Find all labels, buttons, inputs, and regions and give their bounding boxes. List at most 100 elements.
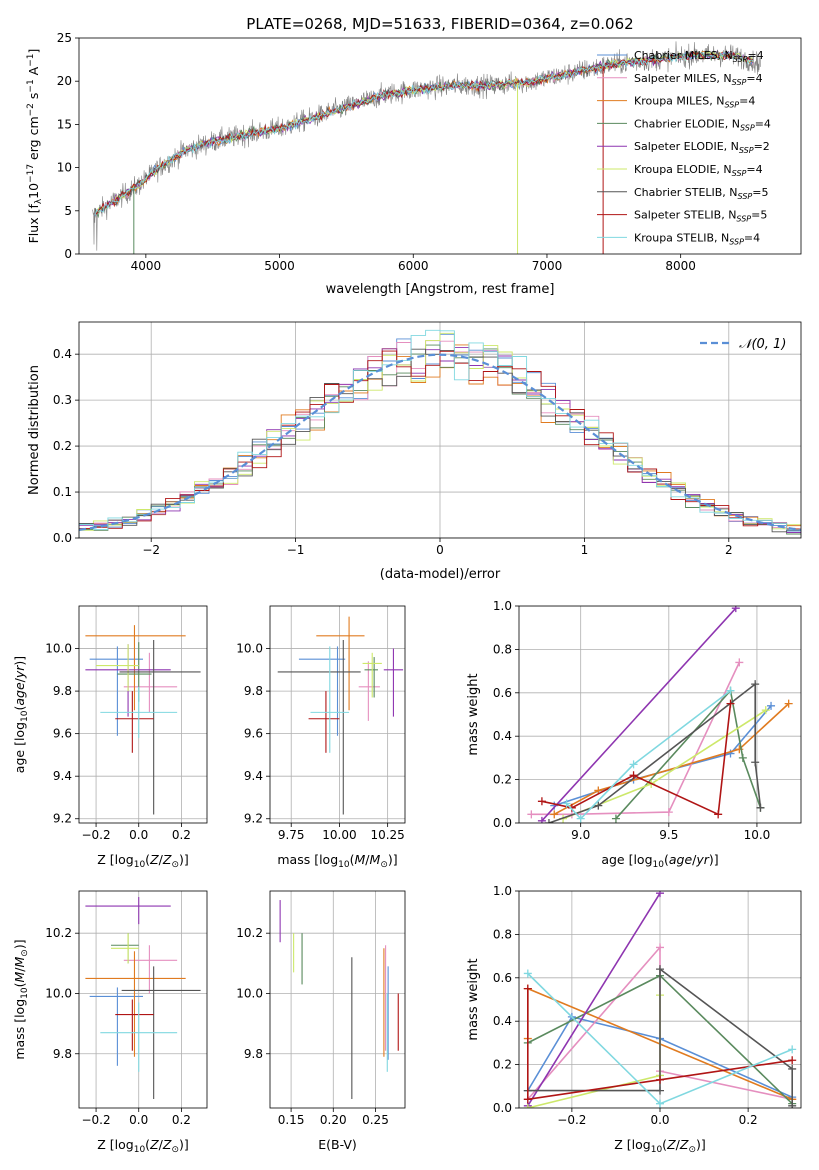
weight-marker-chabrier_stelib <box>751 680 760 689</box>
weight-marker-chabrier_elodie <box>611 814 620 823</box>
weight-marker-kroupa_stelib <box>576 814 585 823</box>
weight-marker-chabrier_miles <box>767 701 776 710</box>
legend-label-kroupa_stelib: Kroupa STELIB, NSSP=4 <box>634 231 760 246</box>
weight-marker-salpeter_elodie <box>731 606 740 613</box>
weight-marker-salpeter_elodie <box>537 816 546 823</box>
x-tick-label: 0.15 <box>278 1113 305 1127</box>
x-tick-label: 8000 <box>665 259 696 273</box>
y-tick-label: 0.2 <box>493 773 512 787</box>
weight-marker-chabrier_stelib <box>788 1101 797 1108</box>
x-tick-label: 10.00 <box>322 828 356 842</box>
weight-line-salpeter_elodie <box>541 607 737 822</box>
y-tick-label: 0.8 <box>493 642 512 656</box>
x-axis-label: E(B-V) <box>318 1137 357 1152</box>
y-tick-label: 0 <box>64 247 72 261</box>
weight-line-salpeter_elodie <box>527 892 661 1107</box>
y-tick-label: 0.2 <box>53 439 72 453</box>
axes-frame <box>78 37 802 255</box>
weight-line-salpeter_miles <box>531 662 741 816</box>
hist-kroupa_stelib <box>79 329 801 538</box>
ticks: −0.2 0.0 0.2 9.2 9.4 9.6 9.8 10.0 <box>45 642 191 842</box>
x-tick-label: 0.2 <box>739 1113 758 1127</box>
plot-area <box>270 606 405 823</box>
axes-mass_vs_Z: −0.2 0.0 0.2 9.8 10.0 10.2 Z [log10(Z/Z⊙)] mass… <box>12 890 208 1155</box>
weight-line-salpeter_stelib <box>541 703 732 816</box>
y-tick-label: 0.4 <box>53 347 72 361</box>
weight-marker-kroupa_stelib <box>788 1045 797 1054</box>
ticks: 4000 5000 6000 7000 8000 0 5 10 15 20 25 <box>57 31 696 273</box>
y-tick-label: 0.6 <box>493 686 512 700</box>
weight-marker-chabrier_stelib <box>788 1064 797 1073</box>
y-tick-label: 0.2 <box>493 1058 512 1072</box>
axes-age_vs_mass: 9.75 10.00 10.25 9.2 9.4 9.6 9.8 10.0 mass [log1… <box>236 605 406 870</box>
axes-residuals: −2 −1 0 1 2 0.0 0.1 0.2 0.3 0.4 (data-model)/error… <box>27 321 802 582</box>
x-tick-label: 0.0 <box>650 1113 669 1127</box>
ticks: 0.15 0.20 0.25 9.8 10.0 10.2 <box>236 926 389 1127</box>
x-tick-label: 0.20 <box>320 1113 347 1127</box>
x-tick-label: 2 <box>725 543 733 557</box>
x-tick-label: 5000 <box>264 259 295 273</box>
ticks: 9.0 9.5 10.0 0.0 0.2 0.4 0.6 0.8 1.0 <box>493 599 770 842</box>
y-tick-label: 1.0 <box>493 884 512 898</box>
weight-marker-salpeter_miles <box>656 943 664 952</box>
x-tick-label: 0.0 <box>129 828 148 842</box>
weight-marker-chabrier_stelib <box>544 819 553 823</box>
weight-line-chabrier_stelib <box>527 967 793 1106</box>
weight-line-kroupa_stelib <box>566 689 731 820</box>
y-tick-label: 0.0 <box>493 816 512 830</box>
x-tick-label: 9.5 <box>659 828 678 842</box>
y-tick-label: 20 <box>57 74 72 88</box>
weight-marker-chabrier_stelib <box>656 965 664 974</box>
axes-age_vs_Z: −0.2 0.0 0.2 9.2 9.4 9.6 9.8 10.0 Z [log10(Z/Z⊙)… <box>12 605 208 870</box>
y-tick-label: 0.0 <box>493 1101 512 1115</box>
y-tick-label: 0.4 <box>493 1014 512 1028</box>
weight-marker-chabrier_stelib <box>756 803 765 812</box>
weight-line-kroupa_miles <box>553 703 790 816</box>
legend-label-salpeter_stelib: Salpeter STELIB, NSSP=5 <box>634 209 767 224</box>
weight-marker-kroupa_stelib <box>656 1099 664 1108</box>
y-tick-label: 0.4 <box>493 729 512 743</box>
spectrum-model-salpeter_stelib <box>94 50 754 215</box>
x-tick-label: −0.2 <box>557 1113 586 1127</box>
weight-marker-kroupa_stelib <box>726 686 735 695</box>
x-tick-label: −1 <box>287 543 305 557</box>
y-tick-label: 0.6 <box>493 971 512 985</box>
ticks: −0.2 0.0 0.2 0.0 0.2 0.4 0.6 0.8 1.0 <box>493 884 758 1127</box>
axes-root: 4000 5000 6000 7000 80000510152025wavelength… <box>12 31 802 1155</box>
normal-curve <box>79 353 801 531</box>
y-axis-label: age [log10(age/yr)] <box>12 656 30 773</box>
x-tick-label: 9.75 <box>278 828 305 842</box>
axes-mass_vs_ebv: 0.15 0.20 0.25 9.8 10.0 10.2 E(B-V) <box>236 890 406 1152</box>
ticks: −2 −1 0 1 2 0.0 0.1 0.2 0.3 0.4 <box>53 347 733 557</box>
x-axis-label: Z [log10(Z/Z⊙)] <box>97 1137 189 1155</box>
x-tick-label: 0.2 <box>172 828 191 842</box>
y-tick-label: 0.8 <box>493 927 512 941</box>
x-tick-label: 0.0 <box>129 1113 148 1127</box>
x-tick-label: 6000 <box>398 259 429 273</box>
plot-area <box>519 891 801 1108</box>
axes-frame <box>518 605 802 824</box>
y-tick-label: 10 <box>57 161 72 175</box>
y-axis-label: Normed distribution <box>27 365 42 495</box>
axes-weight_vs_age: 9.0 9.5 10.0 0.0 0.2 0.4 0.6 0.8 1.0 age [log10(a… <box>466 599 802 870</box>
weight-marker-salpeter_stelib <box>523 1095 532 1104</box>
axes-frame <box>269 890 406 1109</box>
weight-marker-kroupa_elodie <box>523 1104 532 1108</box>
y-tick-label: 9.2 <box>244 812 263 826</box>
weight-marker-salpeter_miles <box>664 808 673 817</box>
ticks: −0.2 0.0 0.2 9.8 10.0 10.2 <box>45 926 191 1127</box>
y-tick-label: 10.2 <box>236 926 263 940</box>
legend-label-salpeter_miles: Salpeter MILES, NSSP=4 <box>634 72 763 87</box>
weight-marker-kroupa_miles <box>784 699 793 708</box>
plot-area <box>79 322 801 538</box>
axes-frame <box>78 321 802 539</box>
y-tick-label: 25 <box>57 31 72 45</box>
weight-marker-salpeter_stelib <box>629 771 638 780</box>
x-tick-label: 7000 <box>532 259 563 273</box>
weight-marker-chabrier_stelib <box>594 801 603 810</box>
y-tick-label: 9.2 <box>53 812 72 826</box>
weight-marker-kroupa_elodie <box>761 706 770 715</box>
y-tick-label: 9.4 <box>244 769 263 783</box>
x-tick-label: 1 <box>581 543 589 557</box>
